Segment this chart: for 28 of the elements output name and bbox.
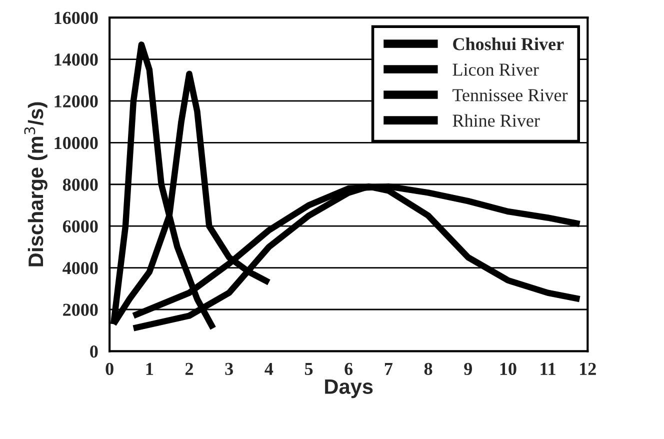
y-tick-label: 8000: [62, 178, 98, 191]
x-axis-title: Days: [325, 379, 373, 398]
legend-label: Rhine River: [452, 114, 540, 127]
x-tick-label: 10: [500, 362, 516, 376]
x-tick-label: 7: [384, 363, 393, 375]
x-tick-label: 2: [185, 362, 193, 375]
legend-label: Tennissee River: [452, 89, 568, 102]
x-tick-label: 12: [580, 362, 596, 375]
y-tick-label: 2000: [63, 304, 98, 316]
y-tick-label: 6000: [62, 220, 98, 233]
x-tick-label: 3: [225, 362, 233, 376]
legend-label: Choshui River: [453, 38, 564, 50]
x-tick-label: 5: [304, 363, 313, 376]
y-tick-label: 12000: [54, 95, 98, 108]
x-tick-label: 11: [540, 362, 556, 375]
y-tick-label: 4000: [62, 262, 98, 274]
y-tick-label: 10000: [54, 136, 98, 150]
legend-label: Licon River: [452, 64, 539, 76]
y-axis-title: Discharge (m$^{3}$/s): [24, 102, 48, 266]
x-tick-label: 6: [344, 362, 353, 376]
x-tick-label: 9: [464, 362, 472, 376]
y-tick-label: 14000: [54, 54, 98, 66]
x-tick-label: 4: [264, 362, 274, 375]
x-tick-label: 0: [106, 362, 114, 376]
y-tick-label: 0: [90, 345, 98, 358]
x-tick-label: 8: [424, 362, 432, 376]
y-tick-label: 16000: [54, 12, 98, 24]
x-tick-label: 1: [146, 362, 153, 375]
